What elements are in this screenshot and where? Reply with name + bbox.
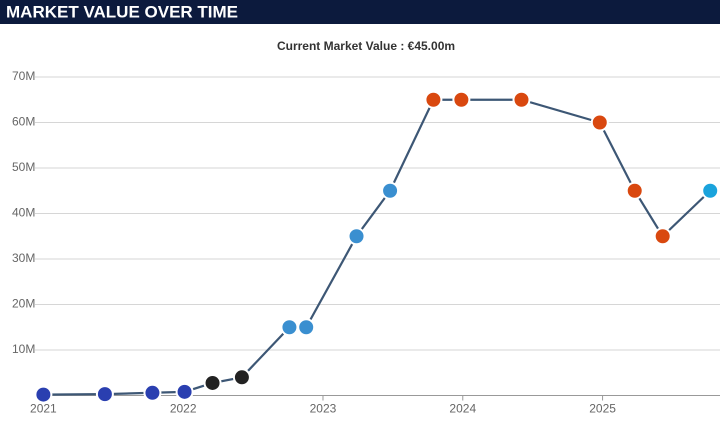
point-marker [347,227,366,246]
point-marker [424,90,443,109]
x-tick-label: 2025 [589,402,616,416]
point-marker [625,181,644,200]
point-marker [175,382,194,401]
point-marker [143,383,162,402]
y-tick-label: 30M [12,251,35,265]
point-marker [95,385,114,404]
y-tick-label: 70M [12,69,35,83]
chart-title: Current Market Value : €45.00m [277,39,455,53]
y-tick-label: 20M [12,297,35,311]
point-marker [512,90,531,109]
point-marker [653,227,672,246]
point-marker [34,385,53,404]
point-marker [381,181,400,200]
y-tick-label: 50M [12,160,35,174]
x-tick-label: 2024 [449,402,476,416]
point-marker [297,318,316,337]
point-marker [232,368,251,387]
header-title: MARKET VALUE OVER TIME [6,2,238,21]
point-marker [280,318,299,337]
x-tick-label: 2023 [310,402,337,416]
y-tick-label: 40M [12,206,35,220]
y-tick-label: 10M [12,342,35,356]
point-marker [701,181,720,200]
point-marker [452,90,471,109]
x-tick-label: 2021 [30,402,57,416]
point-marker [203,373,222,392]
y-tick-label: 60M [12,115,35,129]
x-tick-label: 2022 [170,402,197,416]
point-marker [590,113,609,132]
header-bar [0,0,720,24]
